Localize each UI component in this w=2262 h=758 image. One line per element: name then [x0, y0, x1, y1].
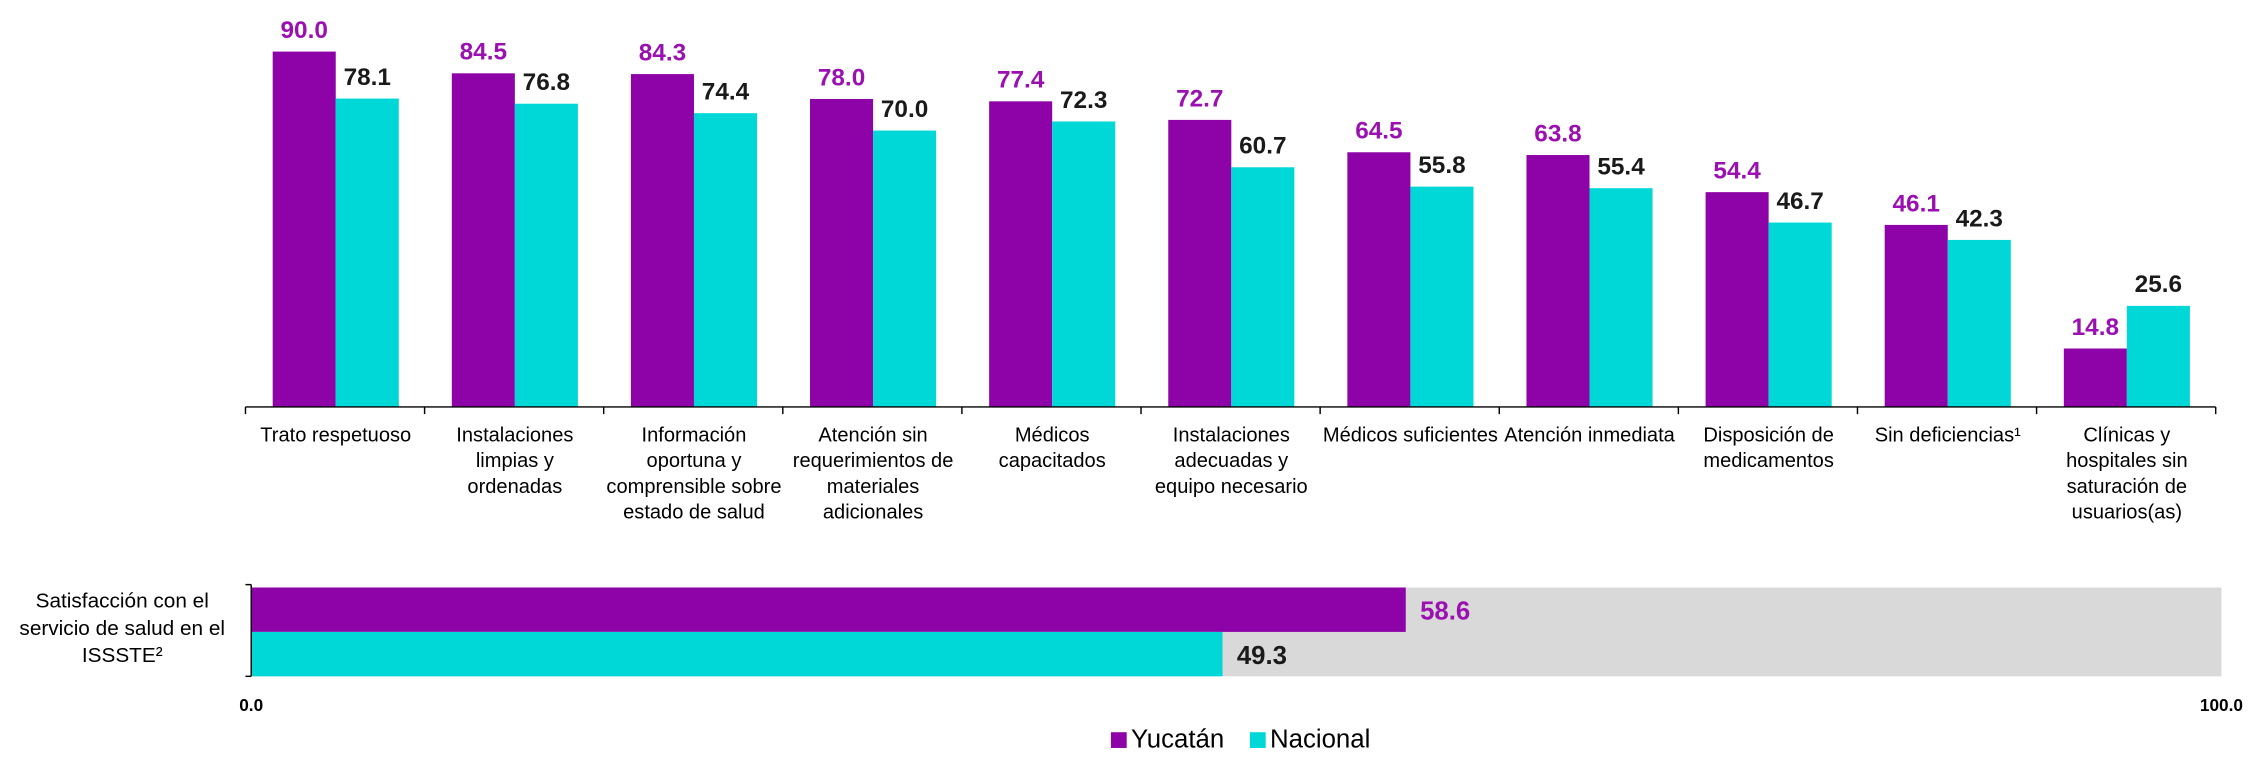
- x-tick-label: Clínicas y hospitales sin saturación de …: [2066, 422, 2188, 524]
- bar: [1410, 186, 1474, 407]
- value-label: 49.3: [1237, 642, 1287, 670]
- x-tick-label-box: Instalaciones adecuadas y equipo necesar…: [1154, 422, 1308, 498]
- value-label: 72.7: [1176, 85, 1223, 112]
- bar: [873, 130, 937, 407]
- bar: [514, 103, 578, 407]
- value-label: 84.3: [639, 39, 686, 66]
- bar: [1052, 121, 1116, 407]
- value-label: 78.1: [344, 64, 391, 91]
- x-tick-label: Trato respetuoso: [260, 422, 412, 446]
- x-tick-label: 0.0: [239, 695, 263, 715]
- value-label: 70.0: [881, 96, 928, 123]
- x-tick-label: Disposición de medicamentos: [1703, 422, 1834, 472]
- x-tick-label: Sin deficiencias¹: [1874, 422, 2021, 446]
- x-tick-label-box: Médicos suficientes: [1322, 422, 1498, 446]
- bar: [1705, 192, 1769, 407]
- value-label: 54.4: [1713, 158, 1761, 185]
- value-label: 46.1: [1893, 190, 1940, 217]
- legend-swatch: [1249, 732, 1266, 748]
- value-label: 58.6: [1420, 597, 1470, 625]
- x-tick-label-box: Sin deficiencias¹: [1874, 422, 2021, 446]
- value-label: 55.4: [1597, 154, 1645, 181]
- value-label: 90.0: [281, 17, 328, 44]
- bar: [630, 74, 694, 407]
- value-label: 77.4: [997, 67, 1045, 94]
- bar: [1526, 155, 1590, 407]
- bar: [1168, 119, 1232, 407]
- x-tick-label: Instalaciones limpias y ordenadas: [456, 422, 574, 498]
- value-label: 42.3: [1956, 205, 2003, 232]
- bar: [1884, 224, 1948, 407]
- bar: [2063, 348, 2127, 407]
- x-tick-label-box: Atención sin requerimientos de materiale…: [792, 422, 954, 524]
- x-tick-label-box: Clínicas y hospitales sin saturación de …: [2066, 422, 2188, 524]
- value-label: 63.8: [1534, 120, 1581, 147]
- bar: [251, 631, 1223, 677]
- value-label: 76.8: [523, 69, 570, 96]
- bar: [693, 113, 758, 407]
- x-tick-label: Médicos capacitados: [998, 422, 1106, 472]
- value-label: 46.7: [1776, 188, 1823, 215]
- x-tick-label-box: Disposición de medicamentos: [1703, 422, 1834, 472]
- x-tick-label: Atención inmediata: [1504, 422, 1675, 446]
- y-tick-label-box: Satisfacción con el servicio de salud en…: [19, 590, 226, 668]
- x-tick-label: Médicos suficientes: [1322, 422, 1498, 446]
- bar: [1347, 152, 1411, 407]
- bar: [451, 73, 515, 407]
- bar: [335, 98, 399, 407]
- x-tick-label-box: Información oportuna y comprensible sobr…: [606, 422, 782, 524]
- legend-swatch: [1110, 732, 1127, 748]
- value-label: 55.8: [1418, 152, 1465, 179]
- bar: [1589, 188, 1653, 407]
- x-tick-label: 100.0: [2200, 695, 2243, 715]
- value-label: 84.5: [460, 39, 507, 66]
- bar: [2126, 305, 2190, 407]
- bar: [272, 51, 336, 407]
- value-label: 78.0: [818, 64, 865, 91]
- legend-label: Nacional: [1270, 726, 1370, 754]
- x-tick-label-box: Trato respetuoso: [260, 422, 412, 446]
- value-label: 25.6: [2135, 271, 2182, 298]
- x-tick-label-box: Instalaciones limpias y ordenadas: [456, 422, 574, 498]
- x-tick-label: Instalaciones adecuadas y equipo necesar…: [1154, 422, 1308, 498]
- value-label: 72.3: [1060, 87, 1107, 114]
- x-tick-label-box: Atención inmediata: [1504, 422, 1675, 446]
- bar: [1947, 239, 2011, 407]
- x-tick-label: Atención sin requerimientos de materiale…: [792, 422, 954, 524]
- value-label: 74.4: [702, 79, 750, 106]
- x-tick-label: Información oportuna y comprensible sobr…: [606, 422, 782, 524]
- bar: [810, 98, 874, 407]
- bar: [251, 587, 1406, 632]
- bar: [989, 101, 1053, 407]
- value-label: 64.5: [1355, 118, 1402, 145]
- legend-label: Yucatán: [1131, 726, 1224, 754]
- x-tick-label-box: Médicos capacitados: [998, 422, 1106, 472]
- bar: [1768, 222, 1832, 407]
- bar: [1231, 167, 1295, 407]
- value-label: 60.7: [1239, 133, 1286, 160]
- y-tick-label: Satisfacción con el servicio de salud en…: [19, 590, 226, 668]
- value-label: 14.8: [2072, 314, 2119, 341]
